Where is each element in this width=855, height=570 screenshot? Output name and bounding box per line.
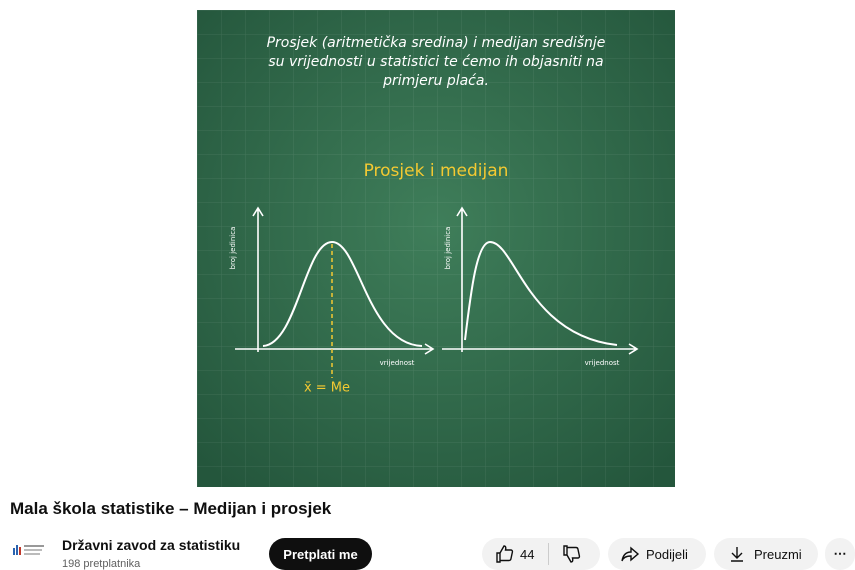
download-button[interactable]: Preuzmi	[714, 538, 818, 570]
divider	[548, 543, 549, 565]
board-text: Prosjek (aritmetička sredina) i medijan …	[267, 35, 606, 51]
share-button[interactable]: Podijeli	[608, 538, 706, 570]
dislike-icon[interactable]	[561, 544, 581, 564]
subscriber-count: 198 pretplatnika	[62, 558, 140, 570]
annotation: x̄ = Me	[304, 381, 350, 396]
board-heading: Prosjek i medijan	[364, 161, 509, 181]
download-label: Preuzmi	[754, 547, 802, 562]
like-dislike: 44	[482, 538, 600, 570]
video-thumbnail[interactable]: Prosjek (aritmetička sredina) i medijan …	[197, 10, 675, 487]
channel-avatar[interactable]	[12, 541, 46, 557]
like-icon[interactable]	[494, 544, 514, 564]
y-axis-label: broj jedinica	[444, 227, 452, 270]
share-label: Podijeli	[646, 547, 688, 562]
more-button[interactable]: ⋯	[825, 538, 855, 570]
page: Prosjek (aritmetička sredina) i medijan …	[0, 0, 855, 570]
board-text: su vrijednosti u statistici te ćemo ih o…	[268, 54, 603, 70]
y-axis-label: broj jedinica	[229, 227, 237, 270]
download-icon	[728, 544, 746, 564]
video-title: Mala škola statistike – Medijan i prosje…	[10, 499, 331, 519]
x-axis-label: vrijednost	[380, 359, 415, 367]
subscribe-button[interactable]: Pretplati me	[269, 538, 372, 570]
channel-name[interactable]: Državni zavod za statistiku	[62, 537, 240, 553]
board-text: primjeru plaća.	[382, 73, 489, 89]
like-count[interactable]: 44	[520, 547, 534, 562]
share-icon	[620, 544, 640, 564]
x-axis-label: vrijednost	[585, 359, 620, 367]
